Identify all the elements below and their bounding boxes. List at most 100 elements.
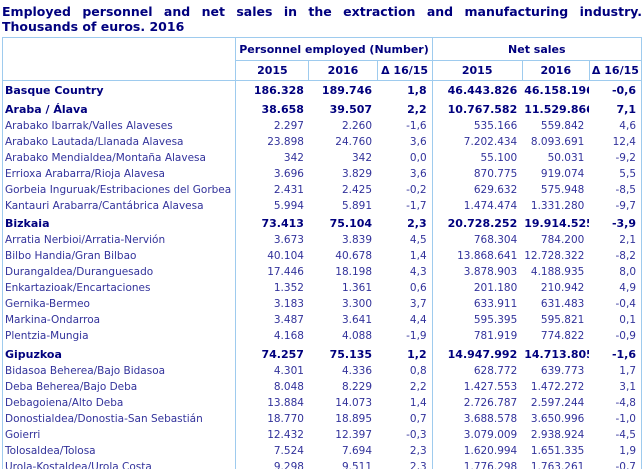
row-label: Arratia Nerbioi/Arratia-Nervión xyxy=(1,232,237,249)
row-value: 4.336 xyxy=(341,364,373,377)
table-row: Arabako Mendialdea/Montaña Alavesa 342 342… xyxy=(1,150,643,166)
col-group-net-sales: Net sales xyxy=(431,37,643,61)
row-value: 12.728.322 xyxy=(524,250,585,262)
row-value: 0,0 xyxy=(377,150,433,166)
row-value: 14.947.992 xyxy=(447,347,518,361)
row-value: 2,3 xyxy=(377,459,433,469)
row-label: Bizkaia xyxy=(1,214,237,233)
row-value: 1,4 xyxy=(377,248,433,265)
row-value: 2,3 xyxy=(377,443,433,459)
col-header-netsales-2015: 2015 xyxy=(431,60,523,81)
header-group-row: Personnel employed (Number) Net sales xyxy=(1,37,643,81)
row-value: 1.472.272 xyxy=(530,380,585,393)
row-value: -0,6 xyxy=(589,80,643,100)
row-value: 1,2 xyxy=(377,344,433,363)
row-value: 12,4 xyxy=(589,134,643,150)
col-header-personnel-2016: 2016 xyxy=(308,60,378,81)
row-value: 7.202.434 xyxy=(463,135,518,148)
row-value: 559.842 xyxy=(540,119,585,132)
row-value: 1.361 xyxy=(341,282,373,294)
table-row: Deba Beherea/Bajo Deba 8.048 8.229 2,2 1.427… xyxy=(1,379,643,395)
row-value: -1,7 xyxy=(377,198,433,214)
row-value: 13.884 xyxy=(267,396,304,409)
table-row: Markina-Ondarroa 3.487 3.641 4,4 595.395 595.… xyxy=(1,312,643,329)
row-value: 2.938.924 xyxy=(530,428,585,441)
table-row: Debagoiena/Alto Deba 13.884 14.073 1,4 2.726… xyxy=(1,395,643,411)
table-row: Durangaldea/Duranguesado 17.446 18.198 4,3 3… xyxy=(1,264,643,281)
row-value: 73.413 xyxy=(261,217,304,230)
data-table: Personnel employed (Number) Net sales 20… xyxy=(1,37,643,469)
row-value: 3.839 xyxy=(341,234,373,246)
row-label: Bilbo Handia/Gran Bilbao xyxy=(1,248,237,265)
row-value: 4.088 xyxy=(341,330,373,342)
row-value: 3.650.996 xyxy=(530,412,585,425)
row-value: 4.301 xyxy=(273,364,304,377)
row-value: 20.728.252 xyxy=(447,217,518,230)
row-value: 3.641 xyxy=(341,314,373,326)
row-value: 3,6 xyxy=(377,134,433,150)
row-value: 7.524 xyxy=(273,444,304,457)
row-value: -0,9 xyxy=(589,328,643,345)
row-value: 781.919 xyxy=(473,330,518,342)
table-row: Araba / Álava 38.658 39.507 2,2 10.767.582 11… xyxy=(1,99,643,118)
row-value: -0,7 xyxy=(589,459,643,469)
row-value: 23.898 xyxy=(267,135,304,148)
row-value: -9,7 xyxy=(589,198,643,214)
row-value: 4,4 xyxy=(377,312,433,329)
row-value: 38.658 xyxy=(261,102,304,116)
table-row: Gorbeia Inguruak/Estribaciones del Gorbe… xyxy=(1,182,643,198)
row-value: -1,6 xyxy=(589,344,643,363)
row-label: Arabako Ibarrak/Valles Alaveses xyxy=(1,118,237,134)
row-value: -8,5 xyxy=(589,182,643,198)
row-label: Deba Beherea/Bajo Deba xyxy=(1,379,237,395)
row-value: 18.770 xyxy=(267,412,304,425)
row-label: Urola-Kostaldea/Urola Costa xyxy=(1,459,237,469)
table-row: Goierri 12.432 12.397 -0,3 3.079.009 2.938.92… xyxy=(1,427,643,443)
row-value: 2,1 xyxy=(589,232,643,249)
row-value: -1,9 xyxy=(377,328,433,345)
row-value: 2.425 xyxy=(341,183,373,196)
row-value: 75.135 xyxy=(329,347,373,361)
table-row: Gernika-Bermeo 3.183 3.300 3,7 633.911 631.48… xyxy=(1,296,643,313)
col-header-netsales-delta: Δ 16/15 xyxy=(588,60,643,81)
row-value: 3.696 xyxy=(273,167,304,180)
row-value: 1.474.474 xyxy=(463,199,518,212)
row-value: 3.487 xyxy=(273,314,304,326)
row-value: 4.168 xyxy=(273,330,304,342)
row-value: 2.297 xyxy=(273,119,304,132)
row-value: 1,4 xyxy=(377,395,433,411)
row-value: 18.895 xyxy=(335,412,373,425)
row-value: 1.651.335 xyxy=(530,444,585,457)
row-value: 774.822 xyxy=(540,330,585,342)
header-year-row: 2015 2016 Δ 16/15 2015 2016 Δ 16/15 xyxy=(3,60,643,81)
row-value: 1.763.261 xyxy=(530,460,585,469)
table-row: Basque Country 186.328 189.746 1,8 46.443.82… xyxy=(1,80,643,100)
table-row: Arratia Nerbioi/Arratia-Nervión 3.673 3.83… xyxy=(1,232,643,249)
row-value: 4.188.935 xyxy=(530,266,585,278)
row-value: 4,3 xyxy=(377,264,433,281)
row-value: 3.300 xyxy=(341,298,373,310)
row-value: 8.093.691 xyxy=(530,135,585,148)
row-label: Tolosaldea/Tolosa xyxy=(1,443,237,459)
row-value: 3.183 xyxy=(273,298,304,310)
table-row: Arabako Lautada/Llanada Alavesa 23.898 24.… xyxy=(1,134,643,150)
row-value: 1.352 xyxy=(273,282,304,294)
row-value: 11.529.866 xyxy=(524,102,590,116)
row-value: 210.942 xyxy=(540,282,585,294)
row-value: 3.688.578 xyxy=(463,412,518,425)
row-value: 75.104 xyxy=(329,217,373,230)
row-value: 3.878.903 xyxy=(463,266,518,278)
table-row: Gipuzkoa 74.257 75.135 1,2 14.947.992 14.713.… xyxy=(1,344,643,363)
table-row: Bilbo Handia/Gran Bilbao 40.104 40.678 1,4 1… xyxy=(1,248,643,265)
row-value: 535.166 xyxy=(473,119,518,132)
row-value: 4,6 xyxy=(589,118,643,134)
row-value: 595.395 xyxy=(473,314,518,326)
page-title: Employed personnel and net sales in the … xyxy=(2,4,642,34)
row-value: 189.746 xyxy=(321,84,373,97)
row-value: 2.431 xyxy=(273,183,304,196)
row-value: -1,6 xyxy=(377,118,433,134)
row-label: Arabako Mendialdea/Montaña Alavesa xyxy=(1,150,237,166)
row-label: Araba / Álava xyxy=(1,99,237,118)
row-label: Bidasoa Beherea/Bajo Bidasoa xyxy=(1,363,237,379)
